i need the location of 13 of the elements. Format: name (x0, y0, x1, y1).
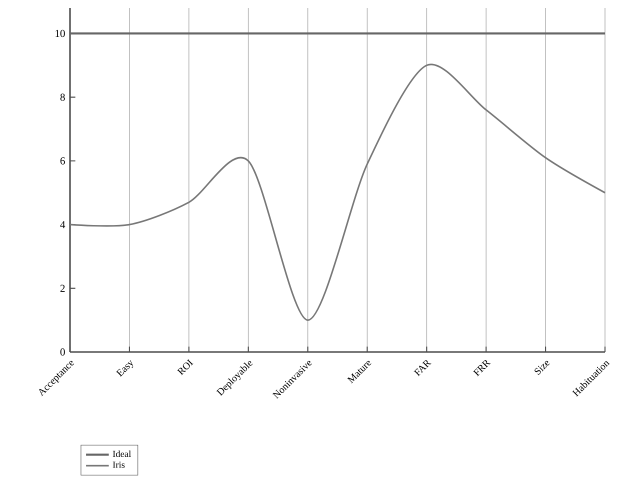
y-tick-label: 4 (60, 221, 66, 228)
y-tick-label: 8 (60, 94, 65, 101)
y-tick-label: 0 (60, 348, 65, 356)
x-tick-label: FRR (472, 360, 491, 376)
x-tick-label: FAR (414, 360, 432, 376)
y-tick-label: 6 (60, 157, 65, 164)
line-series (69, 64, 606, 321)
x-tick-label: ROI (176, 358, 194, 376)
legend-label: Iris (112, 462, 125, 468)
x-tick-label: Size (534, 360, 550, 375)
y-tick-label: 2 (60, 284, 65, 292)
legend-label: Ideal (112, 450, 131, 458)
y-tick-label: 10 (56, 30, 65, 38)
